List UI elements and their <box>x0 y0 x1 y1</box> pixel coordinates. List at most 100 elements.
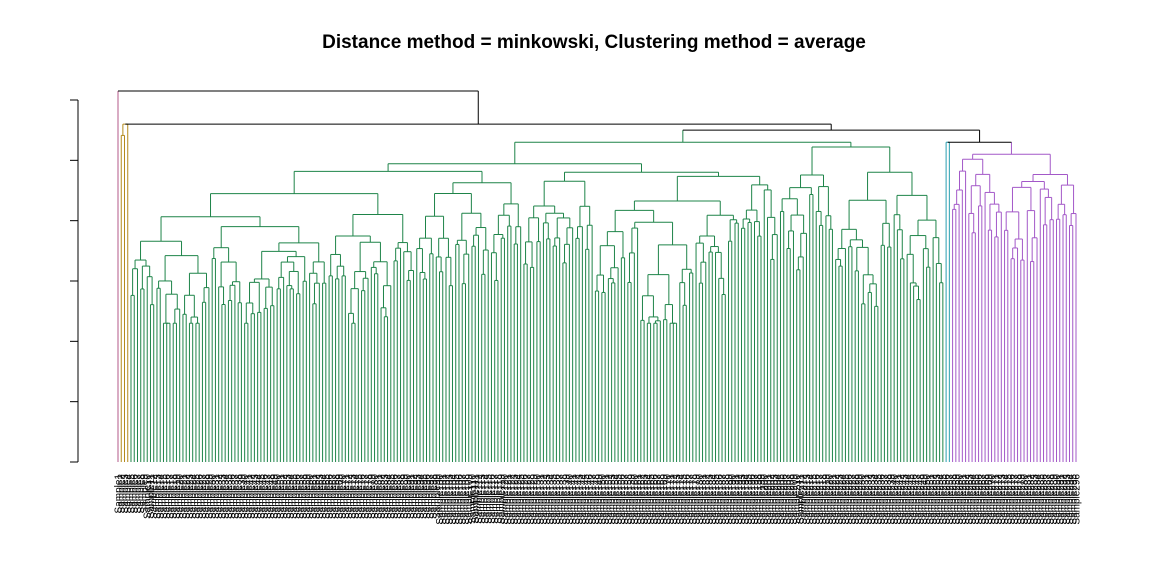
leaf-label: Sample90 <box>403 474 414 519</box>
leaf-label: Sample3 <box>120 474 131 514</box>
leaf-label: Sample263 <box>964 474 975 525</box>
leaf-label: Sample10 <box>143 474 154 519</box>
leaf-label: Sample144 <box>578 474 589 525</box>
leaf-label: Sample154 <box>610 474 621 525</box>
leaf-label: Sample80 <box>370 474 381 519</box>
leaf-labels: Sample1Sample2Sample3Sample4Sample5Sampl… <box>114 474 1083 525</box>
leaf-label: Sample155 <box>614 474 625 525</box>
leaf-label: Sample252 <box>929 474 940 525</box>
leaf-label: Sample65 <box>321 474 332 519</box>
leaf-label: Sample25 <box>191 474 202 519</box>
leaf-label: Sample194 <box>740 474 751 525</box>
leaf-label: Sample111 <box>471 474 482 524</box>
leaf-label: Sample296 <box>1072 474 1083 525</box>
leaf-label: Sample177 <box>685 474 696 525</box>
leaf-label: Sample54 <box>286 474 297 519</box>
leaf-label: Sample40 <box>240 474 251 519</box>
leaf-label: Sample12 <box>149 474 160 519</box>
leaf-label: Sample37 <box>230 474 241 519</box>
leaf-label: Sample42 <box>247 474 258 519</box>
leaf-label: Sample180 <box>695 474 706 525</box>
leaf-label: Sample167 <box>653 474 664 525</box>
leaf-label: Sample153 <box>607 474 618 525</box>
leaf-label: Sample282 <box>1026 474 1037 525</box>
leaf-label: Sample226 <box>844 474 855 525</box>
leaf-label: Sample247 <box>912 474 923 525</box>
leaf-label: Sample241 <box>893 474 904 525</box>
leaf-label: Sample112 <box>474 474 485 524</box>
leaf-label: Sample63 <box>315 474 326 519</box>
leaf-label: Sample175 <box>679 474 690 525</box>
leaf-label: Sample201 <box>763 474 774 525</box>
leaf-label: Sample47 <box>263 474 274 519</box>
leaf-label: Sample109 <box>464 474 475 525</box>
leaf-label: Sample268 <box>981 474 992 525</box>
leaf-label: Sample134 <box>545 474 556 525</box>
leaf-label: Sample202 <box>766 474 777 525</box>
leaf-label: Sample124 <box>513 474 524 525</box>
leaf-label: Sample55 <box>289 474 300 519</box>
leaf-label: Sample26 <box>195 474 206 519</box>
leaf-label: Sample159 <box>627 474 638 525</box>
leaf-label: Sample228 <box>851 474 862 525</box>
leaf-label: Sample200 <box>760 474 771 525</box>
leaf-label: Sample165 <box>646 474 657 525</box>
leaf-label: Sample91 <box>406 474 417 519</box>
leaf-label: Sample45 <box>256 474 267 519</box>
leaf-label: Sample280 <box>1020 474 1031 525</box>
leaf-label: Sample164 <box>643 474 654 525</box>
leaf-label: Sample141 <box>568 474 579 525</box>
leaf-label: Sample196 <box>747 474 758 525</box>
leaf-label: Sample255 <box>938 474 949 525</box>
leaf-label: Sample24 <box>188 474 199 519</box>
leaf-label: Sample75 <box>354 474 365 519</box>
leaf-label: Sample162 <box>636 474 647 525</box>
leaf-label: Sample83 <box>380 474 391 519</box>
leaf-label: Sample96 <box>422 474 433 519</box>
leaf-label: Sample7 <box>133 474 144 514</box>
leaf-label: Sample118 <box>493 474 504 524</box>
leaf-label: Sample120 <box>500 474 511 525</box>
leaf-label: Sample119 <box>497 474 508 524</box>
leaf-label: Sample86 <box>390 474 401 519</box>
leaf-label: Sample292 <box>1059 474 1070 525</box>
leaf-label: Sample273 <box>997 474 1008 525</box>
leaf-label: Sample106 <box>454 474 465 525</box>
leaf-label: Sample288 <box>1046 474 1057 525</box>
leaf-label: Sample204 <box>773 474 784 525</box>
leaf-label: Sample210 <box>792 474 803 525</box>
leaf-label: Sample271 <box>990 474 1001 525</box>
leaf-label: Sample147 <box>588 474 599 525</box>
leaf-label: Sample107 <box>458 474 469 525</box>
leaf-label: Sample233 <box>867 474 878 525</box>
leaf-label: Sample256 <box>942 474 953 525</box>
leaf-label: Sample223 <box>834 474 845 525</box>
leaf-label: Sample295 <box>1068 474 1079 525</box>
leaf-label: Sample157 <box>620 474 631 525</box>
leaf-label: Sample117 <box>490 474 501 524</box>
leaf-label: Sample199 <box>756 474 767 525</box>
leaf-label: Sample265 <box>971 474 982 525</box>
leaf-label: Sample35 <box>224 474 235 519</box>
leaf-label: Sample191 <box>731 474 742 525</box>
leaf-label: Sample149 <box>594 474 605 525</box>
leaf-label: Sample283 <box>1029 474 1040 525</box>
leaf-label: Sample211 <box>795 474 806 524</box>
leaf-label: Sample114 <box>480 474 491 524</box>
leaf-label: Sample123 <box>510 474 521 525</box>
leaf-label: Sample225 <box>841 474 852 525</box>
leaf-label: Sample197 <box>750 474 761 525</box>
leaf-label: Sample188 <box>721 474 732 525</box>
leaf-label: Sample152 <box>604 474 615 525</box>
leaf-label: Sample185 <box>711 474 722 525</box>
leaf-label: Sample237 <box>880 474 891 525</box>
leaf-label: Sample36 <box>227 474 238 519</box>
leaf-label: Sample121 <box>503 474 514 525</box>
leaf-label: Sample234 <box>870 474 881 525</box>
leaf-label: Sample79 <box>367 474 378 519</box>
leaf-label: Sample104 <box>448 474 459 525</box>
leaf-label: Sample169 <box>659 474 670 525</box>
leaf-label: Sample56 <box>292 474 303 519</box>
leaf-label: Sample115 <box>484 474 495 524</box>
